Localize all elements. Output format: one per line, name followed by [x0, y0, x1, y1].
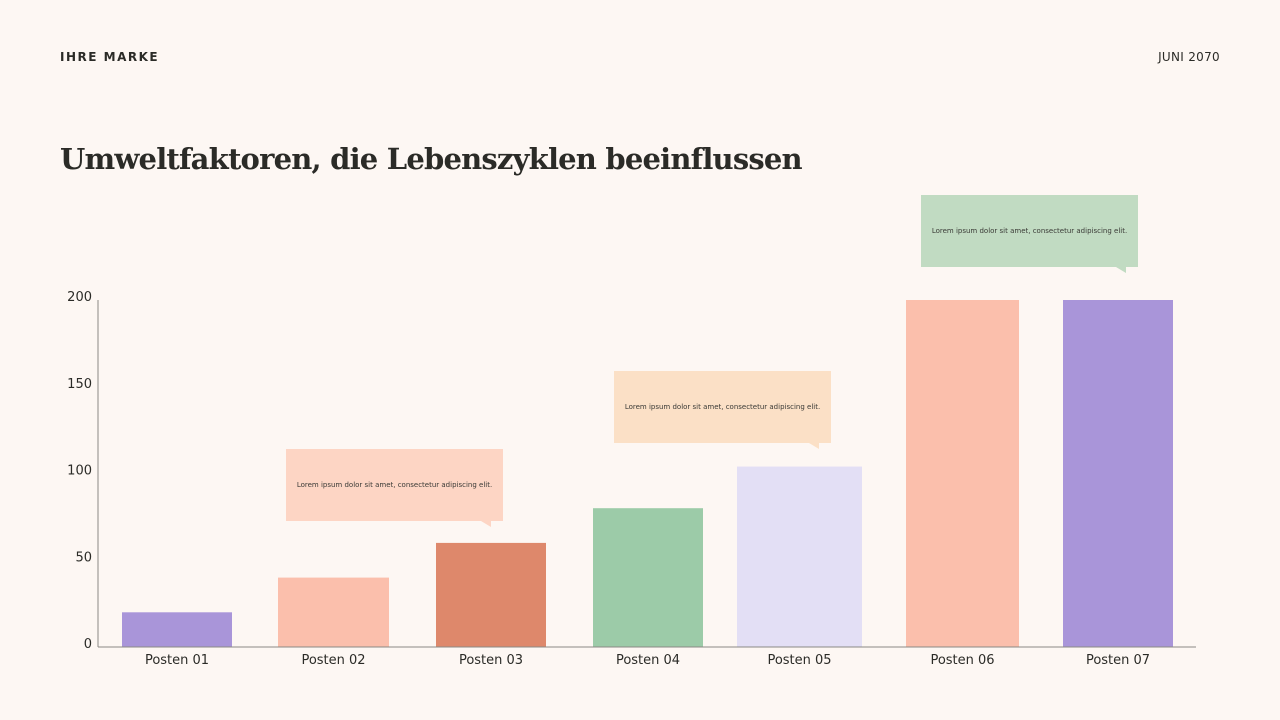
x-tick-label: Posten 02 [301, 653, 365, 668]
y-tick-label: 150 [67, 377, 92, 392]
y-tick-label: 50 [75, 550, 92, 565]
x-tick-label: Posten 06 [930, 653, 994, 668]
brand-name: IHRE MARKE [60, 50, 160, 64]
bar [737, 466, 862, 647]
annotation-callout: Lorem ipsum dolor sit amet, consectetur … [614, 371, 831, 449]
annotation-text: Lorem ipsum dolor sit amet, consectetur … [931, 227, 1128, 235]
x-tick-label: Posten 03 [459, 653, 523, 668]
annotation-text: Lorem ipsum dolor sit amet, consectetur … [296, 481, 493, 489]
x-tick-label: Posten 01 [145, 653, 209, 668]
bar [906, 300, 1019, 647]
y-tick-label: 200 [67, 290, 92, 305]
bar [436, 542, 546, 647]
bar [1063, 300, 1173, 647]
annotation-text: Lorem ipsum dolor sit amet, consectetur … [624, 403, 821, 411]
y-tick-label: 100 [67, 464, 92, 479]
bar [593, 508, 703, 647]
bar [278, 577, 389, 647]
x-tick-label: Posten 04 [616, 653, 680, 668]
x-tick-label: Posten 07 [1086, 653, 1150, 668]
y-tick-label: 0 [84, 637, 92, 652]
annotation-callout: Lorem ipsum dolor sit amet, consectetur … [286, 449, 503, 527]
date-label: JUNI 2070 [1158, 50, 1220, 64]
x-tick-label: Posten 05 [767, 653, 831, 668]
annotation-callout: Lorem ipsum dolor sit amet, consectetur … [921, 195, 1138, 273]
bar [122, 612, 232, 647]
page-title: Umweltfaktoren, die Lebenszyklen beeinfl… [60, 142, 803, 176]
